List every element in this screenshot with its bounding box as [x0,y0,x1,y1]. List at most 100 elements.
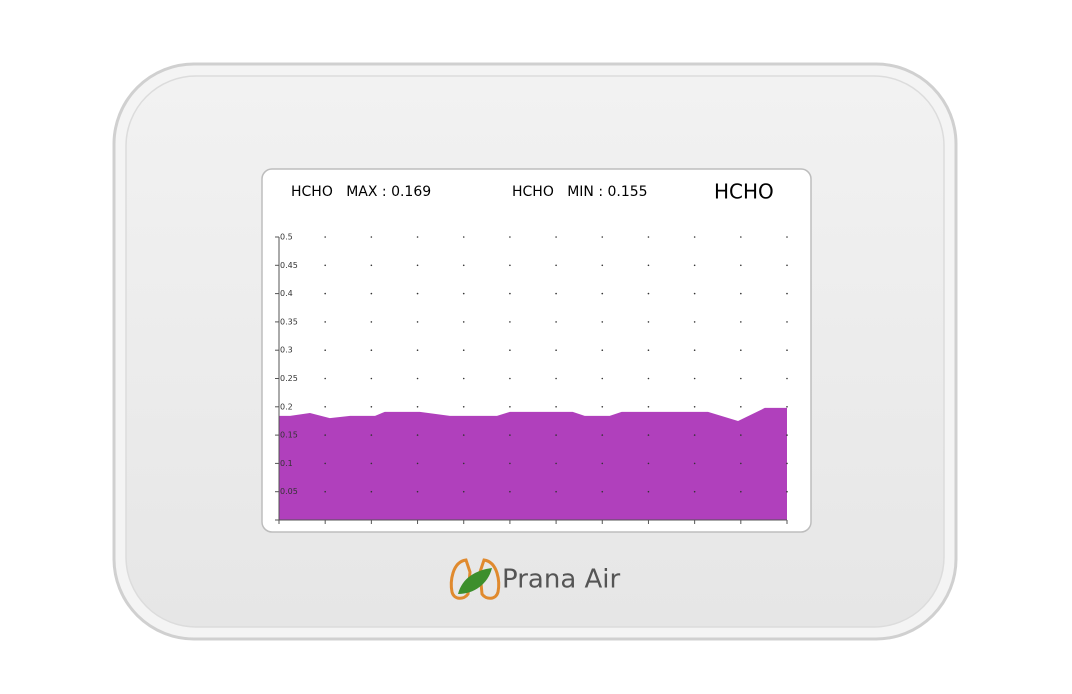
grid-dot [786,292,788,295]
y-tick-label: 0.15 [280,431,298,440]
grid-dot [462,434,465,436]
grid-dot [601,490,604,493]
grid-dot [601,434,604,436]
grid-dot [462,377,465,380]
grid-dot [786,321,788,323]
grid-dot [509,434,511,436]
grid-dot [509,377,511,380]
grid-dot [324,377,326,380]
grid-dot [740,349,742,352]
y-tick-label: 0.35 [280,317,298,326]
grid-dot [462,349,465,352]
grid-dot [601,462,604,465]
grid-dot [555,462,557,465]
grid-dot [370,462,373,465]
grid-dot [601,349,604,352]
grid-dot [370,236,373,238]
grid-dot [693,490,696,493]
grid-dot [370,406,373,408]
grid-dot [370,292,373,295]
grid-dot [416,462,419,465]
grid-dot [786,264,788,267]
grid-dot [324,349,326,352]
grid-dot [416,264,419,267]
grid-dot [647,349,650,352]
grid-dot [462,406,465,408]
logo-icon [449,558,501,600]
grid-dot [555,236,557,238]
grid-dot [370,434,373,436]
grid-dot [601,321,604,323]
y-tick-label: 0.25 [280,374,298,383]
grid-dot [509,490,511,493]
grid-dot [693,434,696,436]
grid-dot [509,349,511,352]
grid-dot [647,236,650,238]
grid-dot [647,377,650,380]
y-tick-label: 0.1 [280,459,293,468]
grid-dot [601,264,604,267]
grid-dot [693,406,696,408]
grid-dot [786,434,788,436]
grid-dot [786,377,788,380]
grid-dot [647,462,650,465]
grid-dot [462,292,465,295]
grid-dot [647,292,650,295]
grid-dot [555,377,557,380]
grid-dot [786,349,788,352]
grid-dot [324,490,326,493]
grid-dot [601,292,604,295]
grid-dot [693,292,696,295]
grid-dot [462,490,465,493]
grid-dot [462,264,465,267]
grid-dot [740,377,742,380]
grid-dot [601,236,604,238]
grid-dot [647,406,650,408]
grid-dot [324,462,326,465]
grid-dot [509,292,511,295]
grid-dot [693,377,696,380]
grid-dot [693,321,696,323]
grid-dot [555,264,557,267]
grid-dot [462,462,465,465]
y-tick-label: 0.05 [280,487,298,496]
grid-dot [693,462,696,465]
grid-dot [416,349,419,352]
grid-dot [740,434,742,436]
grid-dot [324,236,326,238]
grid-dot [370,264,373,267]
grid-dot [740,406,742,408]
grid-dot [555,490,557,493]
grid-dot [509,321,511,323]
grid-dot [647,490,650,493]
grid-dot [740,292,742,295]
grid-dot [647,264,650,267]
grid-dot [555,406,557,408]
grid-dot [324,434,326,436]
grid-dot [370,377,373,380]
grid-dot [416,236,419,238]
grid-dot [555,321,557,323]
grid-dot [786,236,788,238]
grid-dot [416,434,419,436]
grid-dot [416,490,419,493]
grid-dot [601,406,604,408]
max-label: HCHO MAX : 0.169 [291,184,431,200]
grid-dot [786,490,788,493]
grid-dot [786,406,788,408]
y-tick-label: 0.3 [280,346,293,355]
grid-dot [416,406,419,408]
grid-dot [416,321,419,323]
grid-dot [693,236,696,238]
y-tick-label: 0.4 [280,289,293,298]
grid-dot [647,321,650,323]
y-tick-label: 0.5 [280,233,293,242]
area [279,407,787,520]
grid-dot [740,490,742,493]
grid-dot [509,264,511,267]
grid-dot [555,349,557,352]
grid-dot [786,462,788,465]
grid-dot [740,321,742,323]
grid-dot [740,236,742,238]
